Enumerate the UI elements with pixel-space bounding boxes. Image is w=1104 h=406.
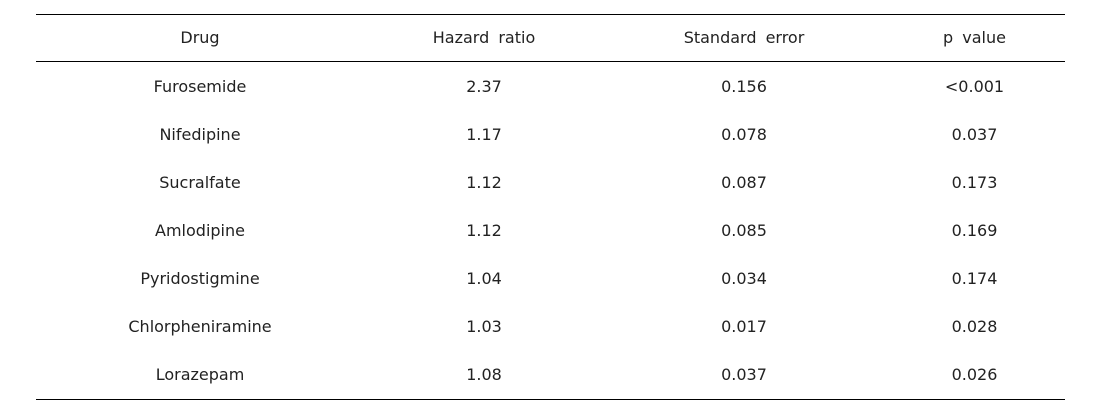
cell-standard-error: 0.087	[721, 173, 767, 192]
header-standard-error: Standard error	[683, 28, 805, 47]
table-row: Pyridostigmine 1.04 0.034 0.174	[36, 255, 1065, 303]
table-row: Nifedipine 1.17 0.078 0.037	[36, 111, 1065, 159]
table-body: Furosemide 2.37 0.156 <0.001 Nifedipine …	[36, 62, 1065, 400]
cell-hazard-ratio: 1.17	[466, 125, 502, 144]
drug-hazard-table: Drug Hazard ratio Standard error p value…	[36, 14, 1065, 400]
table-row: Chlorpheniramine 1.03 0.017 0.028	[36, 303, 1065, 351]
table-row: Furosemide 2.37 0.156 <0.001	[36, 62, 1065, 112]
cell-hazard-ratio: 1.12	[466, 173, 502, 192]
cell-standard-error: 0.156	[721, 77, 767, 96]
cell-drug: Pyridostigmine	[140, 269, 260, 288]
cell-hazard-ratio: 2.37	[466, 77, 502, 96]
cell-hazard-ratio: 1.04	[466, 269, 502, 288]
table-header: Drug Hazard ratio Standard error p value	[36, 14, 1065, 62]
cell-standard-error: 0.037	[721, 365, 767, 384]
cell-p-value: 0.174	[951, 269, 998, 288]
cell-drug: Nifedipine	[159, 125, 241, 144]
cell-p-value: 0.026	[951, 365, 998, 384]
cell-drug: Lorazepam	[155, 365, 245, 384]
cell-p-value: 0.028	[951, 317, 998, 336]
cell-hazard-ratio: 1.08	[466, 365, 502, 384]
cell-p-value: 0.173	[951, 173, 998, 192]
cell-drug: Furosemide	[153, 77, 247, 96]
cell-drug: Sucralfate	[159, 173, 241, 192]
cell-standard-error: 0.078	[721, 125, 767, 144]
cell-drug: Chlorpheniramine	[128, 317, 272, 336]
cell-p-value: 0.169	[951, 221, 998, 240]
cell-standard-error: 0.034	[721, 269, 767, 288]
cell-drug: Amlodipine	[155, 221, 245, 240]
header-row: Drug Hazard ratio Standard error p value	[36, 14, 1065, 62]
cell-p-value: <0.001	[944, 77, 1005, 96]
drug-hazard-table-container: Drug Hazard ratio Standard error p value…	[36, 14, 1065, 400]
cell-hazard-ratio: 1.12	[466, 221, 502, 240]
cell-standard-error: 0.085	[721, 221, 767, 240]
cell-standard-error: 0.017	[721, 317, 767, 336]
table-row: Sucralfate 1.12 0.087 0.173	[36, 159, 1065, 207]
header-p-value: p value	[943, 28, 1006, 47]
header-hazard-ratio: Hazard ratio	[432, 28, 536, 47]
cell-hazard-ratio: 1.03	[466, 317, 502, 336]
cell-p-value: 0.037	[951, 125, 998, 144]
header-drug: Drug	[180, 28, 220, 47]
table-row: Lorazepam 1.08 0.037 0.026	[36, 351, 1065, 400]
table-row: Amlodipine 1.12 0.085 0.169	[36, 207, 1065, 255]
